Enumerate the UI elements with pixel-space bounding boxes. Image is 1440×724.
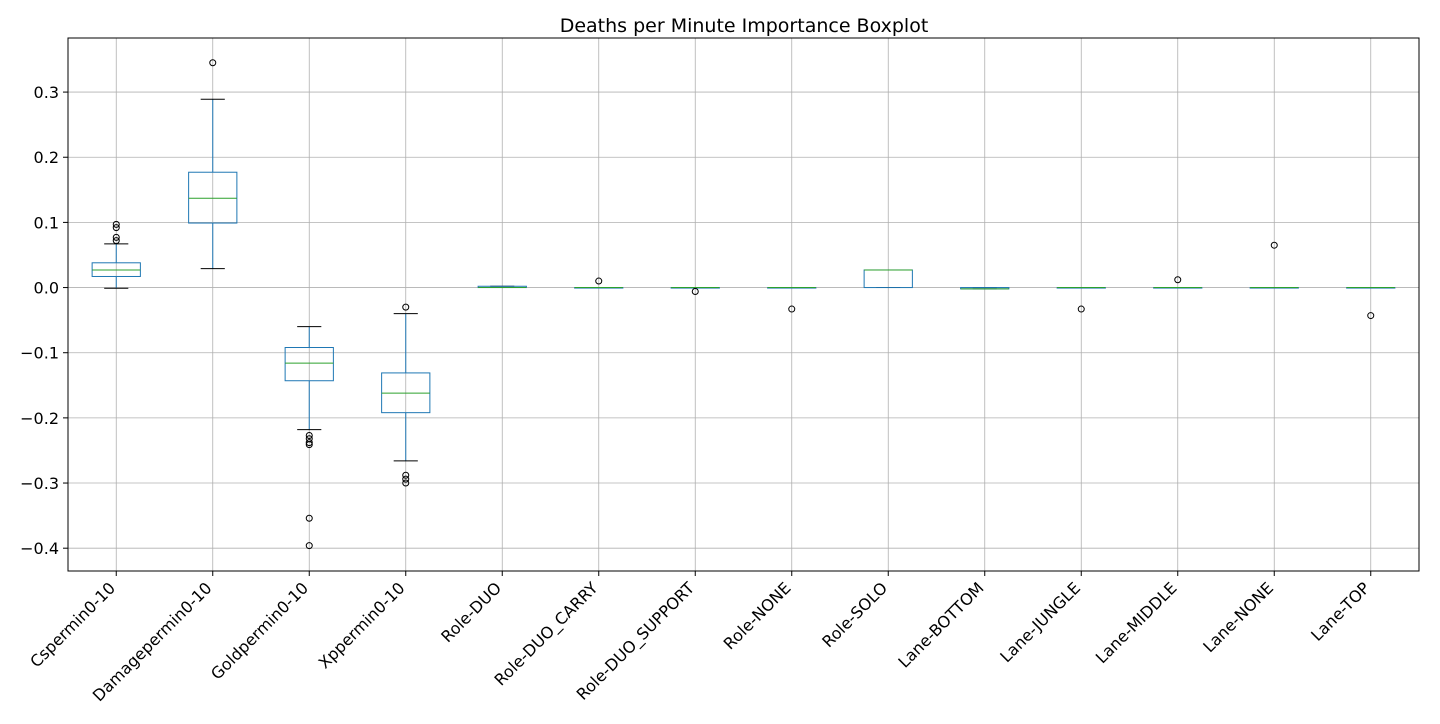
box-iqr bbox=[188, 171, 238, 224]
box-group bbox=[1346, 287, 1396, 320]
box-group bbox=[477, 285, 527, 289]
y-tick-label: 0.3 bbox=[34, 83, 59, 102]
outlier-point bbox=[691, 287, 699, 295]
y-tick-label: −0.1 bbox=[20, 344, 59, 363]
outlier-point bbox=[112, 233, 120, 241]
y-tick-label: 0.1 bbox=[34, 213, 59, 232]
box-iqr bbox=[284, 347, 334, 382]
y-tick-label: −0.2 bbox=[20, 409, 59, 428]
box-group bbox=[863, 269, 913, 289]
outlier-point bbox=[402, 303, 410, 311]
boxes-layer bbox=[91, 59, 1396, 550]
outlier-point bbox=[305, 542, 313, 550]
x-tick-label: Role-DUO_CARRY bbox=[491, 578, 603, 690]
outlier-point bbox=[305, 441, 313, 449]
outlier-point bbox=[1174, 276, 1182, 284]
box-group bbox=[381, 303, 431, 487]
outlier-point bbox=[1367, 312, 1375, 320]
outlier-point bbox=[1270, 241, 1278, 249]
y-axis-ticks: −0.4 −0.3 −0.2 −0.1 0.0 0.1 0.2 0.3 bbox=[20, 83, 68, 558]
plot-frame bbox=[67, 37, 1420, 572]
y-tick-label: 0.0 bbox=[34, 279, 59, 298]
outlier-point bbox=[112, 224, 120, 232]
y-tick-label: 0.2 bbox=[34, 148, 59, 167]
x-tick-label: Lane-MIDDLE bbox=[1092, 578, 1181, 667]
x-tick-label: Goldpermin0-10 bbox=[207, 578, 312, 683]
x-tick-label: Cspermin0-10 bbox=[26, 578, 119, 671]
x-axis-ticks: Cspermin0-10Damagepermin0-10Goldpermin0-… bbox=[26, 571, 1374, 705]
box-group bbox=[284, 326, 334, 550]
outlier-point bbox=[402, 471, 410, 479]
outlier-point bbox=[112, 220, 120, 228]
outlier-point bbox=[112, 237, 120, 245]
box-group bbox=[574, 277, 624, 289]
x-tick-label: Role-SOLO bbox=[818, 578, 891, 651]
box-group bbox=[960, 287, 1010, 290]
x-tick-label: Lane-BOTTOM bbox=[894, 578, 987, 671]
grid-layer bbox=[68, 38, 1419, 571]
outlier-point bbox=[1077, 305, 1085, 313]
outlier-point bbox=[788, 305, 796, 313]
x-tick-label: Xppermin0-10 bbox=[315, 578, 409, 672]
box-group bbox=[670, 287, 720, 295]
x-tick-label: Role-DUO bbox=[437, 578, 505, 646]
outlier-point bbox=[402, 479, 410, 487]
box-group bbox=[91, 220, 141, 289]
outlier-point bbox=[595, 277, 603, 285]
x-tick-label: Role-NONE bbox=[720, 578, 795, 653]
x-tick-label: Lane-TOP bbox=[1307, 578, 1374, 645]
outlier-point bbox=[209, 59, 217, 67]
box-group bbox=[1153, 276, 1203, 289]
box-group bbox=[1056, 287, 1106, 313]
box-group bbox=[1249, 241, 1299, 289]
x-tick-label: Lane-NONE bbox=[1199, 578, 1277, 656]
box-group bbox=[188, 59, 238, 270]
outlier-point bbox=[305, 439, 313, 447]
y-tick-label: −0.4 bbox=[20, 539, 59, 558]
y-tick-label: −0.3 bbox=[20, 474, 59, 493]
box-group bbox=[767, 287, 817, 313]
outlier-point bbox=[305, 514, 313, 522]
outlier-point bbox=[305, 431, 313, 439]
outlier-point bbox=[402, 475, 410, 483]
x-tick-label: Lane-JUNGLE bbox=[996, 578, 1084, 666]
chart-title: Deaths per Minute Importance Boxplot bbox=[560, 15, 929, 37]
